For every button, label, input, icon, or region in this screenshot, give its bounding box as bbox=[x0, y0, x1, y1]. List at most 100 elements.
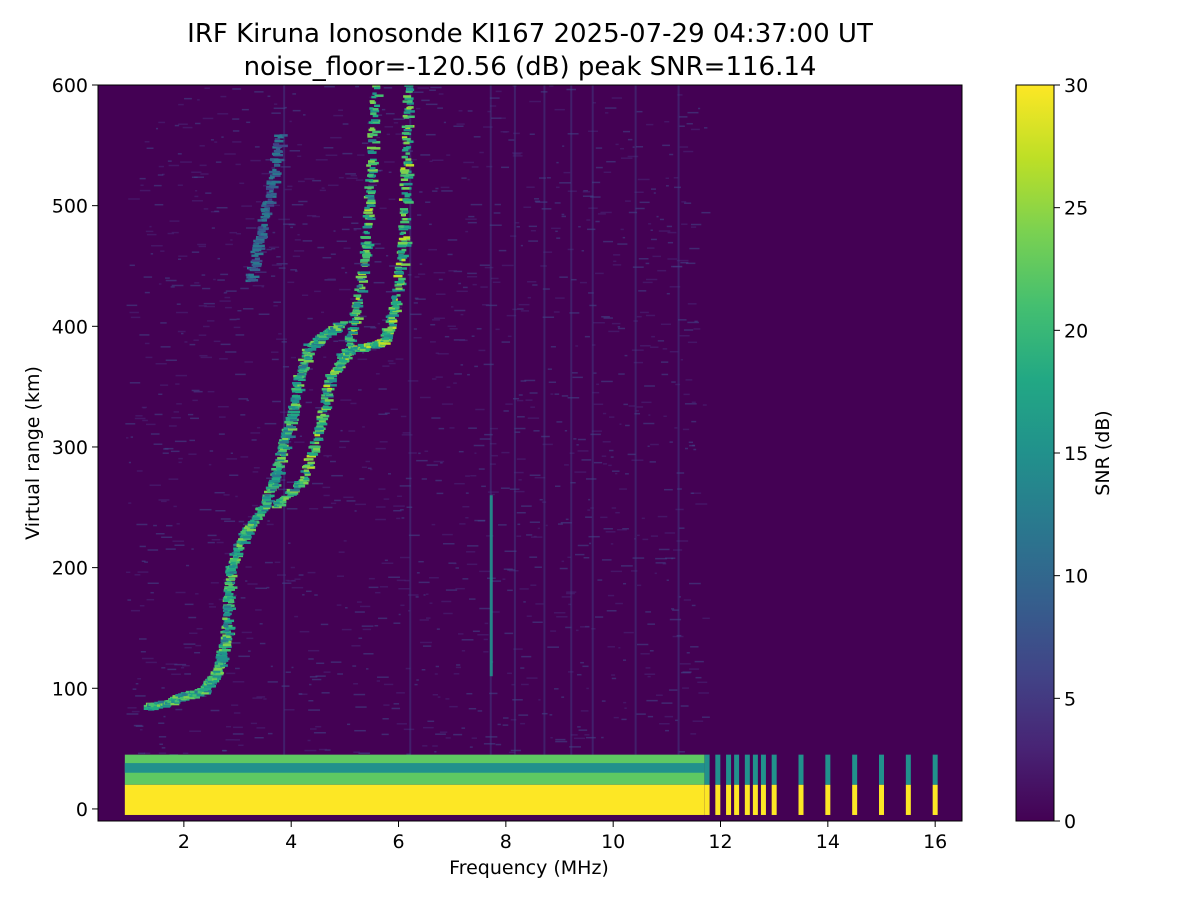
noise-cell bbox=[258, 313, 270, 315]
noise-cell bbox=[204, 305, 215, 308]
noise-cell bbox=[691, 492, 702, 494]
echo-cell bbox=[402, 244, 412, 247]
noise-cell bbox=[266, 477, 276, 479]
noise-cell bbox=[518, 394, 523, 396]
noise-cell bbox=[186, 564, 190, 567]
noise-cell bbox=[174, 124, 180, 127]
noise-cell bbox=[336, 575, 345, 577]
noise-cell bbox=[287, 580, 296, 582]
noise-cell bbox=[510, 749, 522, 752]
echo-cell bbox=[315, 427, 324, 431]
echo-cell bbox=[401, 258, 406, 262]
noise-cell bbox=[368, 586, 379, 589]
channel-saturated bbox=[932, 784, 938, 815]
noise-cell bbox=[271, 264, 282, 266]
echo-cell bbox=[246, 528, 256, 532]
echo-cell bbox=[353, 346, 360, 350]
noise-cell bbox=[467, 545, 479, 547]
noise-cell bbox=[197, 99, 200, 101]
echo-cell bbox=[378, 342, 384, 345]
channel-saturated bbox=[726, 784, 732, 815]
noise-cell bbox=[369, 468, 373, 471]
noise-cell bbox=[658, 548, 670, 551]
noise-cell bbox=[585, 516, 593, 518]
noise-cell bbox=[634, 412, 641, 415]
noise-cell bbox=[697, 681, 708, 684]
echo-cell bbox=[238, 538, 246, 541]
noise-cell bbox=[187, 413, 194, 416]
echo-cell bbox=[395, 287, 403, 290]
noise-cell bbox=[676, 259, 689, 262]
noise-cell bbox=[644, 673, 656, 676]
echo-cell bbox=[295, 384, 305, 387]
noise-cell bbox=[399, 485, 411, 487]
echo-cell bbox=[405, 152, 410, 155]
noise-cell bbox=[154, 203, 164, 206]
echo-cell bbox=[215, 656, 223, 659]
colorbar-tick-label: 25 bbox=[1064, 198, 1088, 220]
echo-cell bbox=[407, 106, 414, 109]
noise-cell bbox=[297, 155, 302, 158]
noise-cell bbox=[289, 150, 301, 152]
noise-cell bbox=[287, 542, 291, 544]
noise-cell bbox=[683, 393, 690, 396]
noise-cell bbox=[246, 399, 250, 402]
echo-cell bbox=[297, 373, 305, 376]
noise-cell bbox=[555, 230, 558, 233]
echo-cell bbox=[273, 463, 282, 466]
noise-cell bbox=[535, 201, 548, 203]
channel-edge bbox=[932, 754, 938, 785]
echo-cell bbox=[387, 314, 396, 318]
noise-cell bbox=[548, 381, 557, 383]
noise-cell bbox=[391, 707, 401, 710]
echo-cell bbox=[216, 659, 224, 662]
echo-cell bbox=[364, 186, 370, 189]
echo-cell bbox=[261, 219, 268, 222]
noise-cell bbox=[286, 508, 298, 510]
noise-cell bbox=[691, 420, 697, 423]
echo-cell bbox=[267, 490, 275, 493]
echo-cell bbox=[340, 321, 348, 324]
noise-cell bbox=[267, 732, 273, 735]
noise-cell bbox=[424, 450, 429, 452]
noise-cell bbox=[358, 752, 370, 755]
noise-cell bbox=[178, 457, 183, 460]
echo-cell bbox=[275, 147, 281, 151]
noise-cell bbox=[570, 481, 576, 484]
echo-cell bbox=[351, 320, 360, 324]
noise-cell bbox=[203, 208, 209, 210]
noise-cell bbox=[259, 251, 267, 253]
noise-cell bbox=[627, 453, 636, 456]
noise-cell bbox=[676, 540, 689, 542]
noise-cell bbox=[198, 334, 207, 336]
echo-cell bbox=[297, 378, 306, 382]
noise-cell bbox=[664, 120, 670, 123]
noise-cell bbox=[502, 724, 509, 726]
noise-cell bbox=[194, 176, 205, 178]
noise-cell bbox=[692, 444, 696, 447]
noise-cell bbox=[160, 346, 171, 348]
noise-cell bbox=[345, 271, 348, 274]
noise-cell bbox=[433, 317, 445, 320]
noise-cell bbox=[659, 218, 664, 221]
noise-cell bbox=[637, 584, 642, 587]
noise-cell bbox=[367, 467, 372, 470]
noise-cell bbox=[428, 577, 439, 579]
noise-cell bbox=[683, 329, 694, 331]
noise-cell bbox=[379, 441, 388, 443]
echo-cell bbox=[388, 326, 397, 330]
echo-cell bbox=[272, 160, 282, 163]
noise-cell bbox=[217, 279, 225, 281]
echo-cell bbox=[270, 183, 275, 187]
noise-cell bbox=[508, 139, 515, 141]
noise-cell bbox=[220, 343, 231, 346]
noise-cell bbox=[647, 623, 656, 625]
noise-cell bbox=[491, 117, 502, 119]
echo-cell bbox=[365, 348, 371, 351]
echo-cell bbox=[400, 263, 411, 266]
echo-cell bbox=[381, 332, 387, 336]
noise-cell bbox=[136, 523, 148, 526]
noise-cell bbox=[513, 153, 521, 155]
echo-cell bbox=[217, 662, 224, 666]
